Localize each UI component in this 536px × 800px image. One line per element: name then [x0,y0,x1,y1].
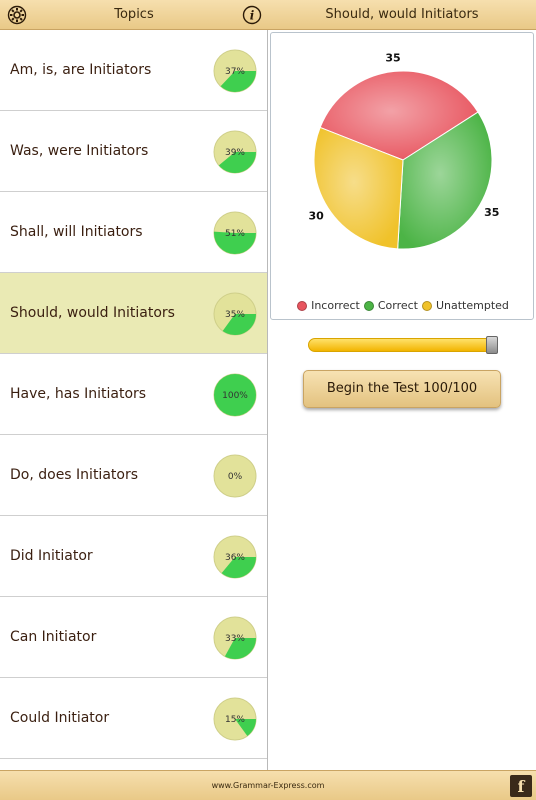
question-count-slider[interactable] [308,336,498,354]
legend-item-correct: Correct [363,299,418,312]
progress-percent: 100% [222,391,248,401]
legend-label: Incorrect [311,299,360,312]
pie-data-label: 35 [385,51,400,64]
top-bar: Topics i Should, would Initiators [0,0,536,30]
legend-item-unattempted: Unattempted [421,299,509,312]
topic-row[interactable]: Shall, will Initiators 51% [0,192,267,273]
results-pie-chart: 35 35 30 [309,51,499,250]
topic-label: Could Initiator [10,710,110,726]
topic-label: Do, does Initiators [10,467,139,483]
slider-thumb[interactable] [486,336,498,354]
legend-label: Correct [377,299,418,312]
progress-fill [218,152,256,173]
topic-label: Should, would Initiators [10,305,175,321]
progress-percent: 0% [228,472,243,482]
pie-data-label: 35 [484,206,499,219]
progress-percent: 37% [225,67,245,77]
progress-percent: 51% [225,229,245,239]
topic-row[interactable]: Have, has Initiators 100% [0,354,267,435]
topic-row[interactable]: Am, is, are Initiators 37% [0,30,267,111]
progress-badge: 15% [213,697,257,741]
svg-text:i: i [250,9,255,23]
pie-slice-shine [397,112,492,249]
pie-slice-shine [314,127,403,249]
topic-label: Was, were Initiators [10,143,149,159]
topic-label: Shall, will Initiators [10,224,143,240]
footer-url[interactable]: www.Grammar-Express.com [211,781,325,790]
topic-label: Have, has Initiators [10,386,147,402]
legend-swatch [363,300,374,311]
progress-percent: 15% [225,715,245,725]
begin-test-button[interactable]: Begin the Test 100/100 [303,370,501,408]
legend-swatch [421,300,432,311]
topic-row[interactable]: Should, would Initiators 35% [0,273,267,354]
topic-row[interactable]: Can Initiator 33% [0,597,267,678]
progress-badge: 100% [213,373,257,417]
topic-list: Am, is, are Initiators 37% Was, were Initi… [0,30,268,770]
progress-fill [235,719,256,736]
selected-topic-title: Should, would Initiators [325,7,479,22]
topic-label: Am, is, are Initiators [10,62,152,78]
progress-fill [224,638,256,659]
facebook-icon[interactable]: f [510,775,532,797]
progress-fill [221,557,256,578]
progress-badge: 36% [213,535,257,579]
results-chart-panel: 35 35 30 Incorrect Correct Unattempted [270,32,534,320]
progress-percent: 35% [225,310,245,320]
progress-badge: 51% [213,211,257,255]
topic-row[interactable]: Do, does Initiators 0% [0,435,267,516]
pie-slice-shine [320,71,479,160]
progress-percent: 33% [225,634,245,644]
progress-badge: 37% [213,49,257,93]
footer-bar: www.Grammar-Express.com f [0,770,536,800]
progress-percent: 39% [225,148,245,158]
gear-icon[interactable] [7,5,27,25]
progress-badge: 0% [213,454,257,498]
progress-badge: 35% [213,292,257,336]
legend-swatch [297,300,308,311]
topic-label: Did Initiator [10,548,93,564]
info-icon[interactable]: i [242,5,262,25]
progress-fill [222,314,256,335]
pie-data-label: 30 [309,209,325,222]
topic-label: Can Initiator [10,629,97,645]
topics-title: Topics [114,7,154,22]
chart-legend: Incorrect Correct Unattempted [271,299,535,314]
slider-track[interactable] [308,338,498,352]
progress-fill [214,374,256,416]
topic-row[interactable]: Did Initiator 36% [0,516,267,597]
topic-row[interactable]: Could Initiator 15% [0,678,267,759]
progress-badge: 39% [213,130,257,174]
topic-row[interactable]: Was, were Initiators 39% [0,111,267,192]
legend-item-incorrect: Incorrect [297,299,360,312]
legend-label: Unattempted [435,299,509,312]
progress-fill [214,231,256,254]
progress-fill [220,71,256,92]
progress-badge: 33% [213,616,257,660]
progress-percent: 36% [225,553,245,563]
